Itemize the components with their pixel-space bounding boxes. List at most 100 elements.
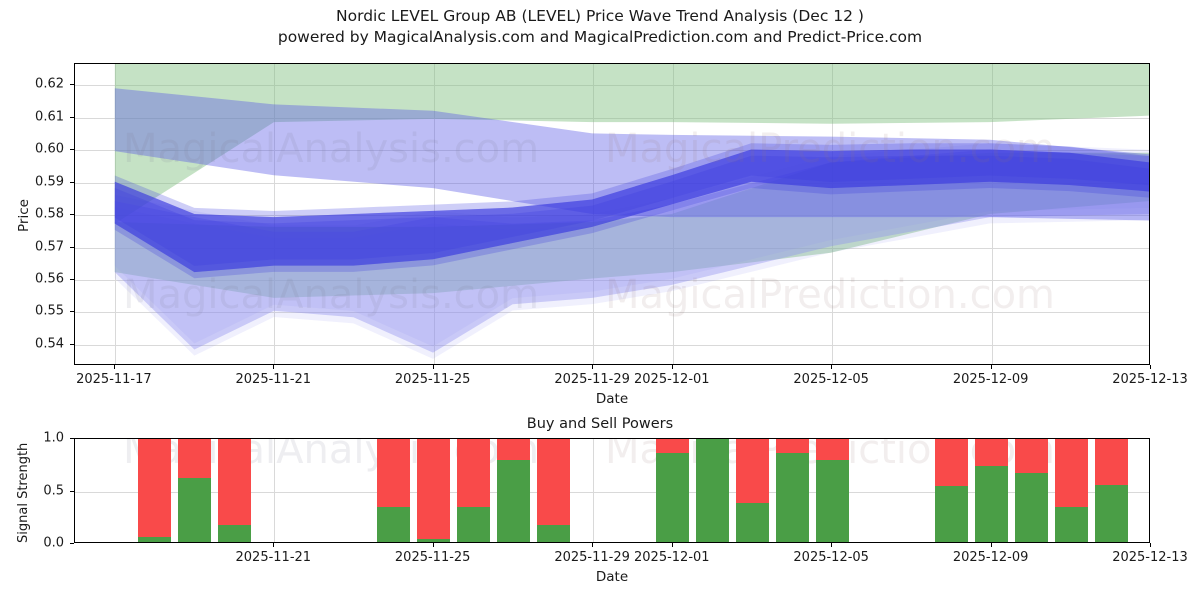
- signal-gridline-h-1: [75, 491, 1149, 493]
- page-subtitle: powered by MagicalAnalysis.com and Magic…: [277, 28, 923, 46]
- buy-power-segment: [138, 536, 172, 542]
- signal-x-axis-title: Date: [595, 569, 629, 585]
- price-band-blue-lower-volatility-band: [114, 149, 1149, 353]
- price-ytick-mark-0: [70, 343, 74, 345]
- signal-bar[interactable]: [1054, 439, 1088, 542]
- signal-bar[interactable]: [815, 439, 849, 542]
- buy-power-segment: [457, 507, 490, 542]
- signal-x-axis-ticks: 2025-11-21 2025-11-25 2025-11-29 2025-12-01…: [74, 543, 1188, 583]
- price-ytick-label-1: 0.55: [35, 303, 64, 319]
- buy-power-segment: [1054, 507, 1088, 542]
- buy-power-segment: [417, 538, 451, 542]
- buy-power-segment: [975, 466, 1009, 542]
- sell-power-segment: [138, 439, 172, 537]
- price-x-axis-ticks: 2025-11-17 2025-11-21 2025-11-25 2025-11-29…: [74, 365, 1188, 405]
- buy-power-segment: [935, 486, 969, 542]
- price-band-green-envelope-upper-band: [114, 64, 1149, 224]
- signal-xtick-label-6: 2025-12-13: [1112, 550, 1188, 565]
- price-ytick-mark-3: [70, 246, 74, 248]
- signal-chart-title: Buy and Sell Powers: [526, 416, 674, 432]
- price-ytick-label-5: 0.59: [35, 174, 64, 189]
- signal-bar[interactable]: [496, 439, 530, 542]
- signal-xtick-mark-5: [990, 543, 992, 547]
- signal-bar[interactable]: [736, 439, 769, 542]
- chart-title-block: Nordic LEVEL Group AB (LEVEL) Price Wave…: [0, 6, 1200, 48]
- sell-power-segment: [496, 439, 530, 461]
- price-chart-clip: MagicalAnalysis.com MagicalPrediction.com…: [75, 64, 1149, 364]
- price-gridline-h-0: [75, 344, 1149, 346]
- price-ytick-mark-8: [70, 84, 74, 86]
- price-xtick-label-5: 2025-12-05: [793, 372, 869, 387]
- price-ytick-mark-2: [70, 278, 74, 280]
- price-gridline-v-5: [832, 64, 834, 364]
- sell-power-segment: [775, 439, 809, 453]
- signal-ytick-mark-1: [70, 490, 74, 492]
- signal-xtick-label-1: 2025-11-25: [394, 550, 471, 565]
- price-xtick-mark-6: [990, 365, 992, 369]
- sell-power-segment: [377, 439, 411, 508]
- price-band-blue-upper-trend-band: [114, 88, 1149, 221]
- price-gridline-h-7: [75, 117, 1149, 119]
- sell-power-segment: [815, 439, 849, 461]
- price-ytick-mark-1: [70, 311, 74, 313]
- buy-power-segment: [696, 439, 730, 542]
- price-xtick-label-7: 2025-12-13: [1112, 372, 1188, 387]
- signal-xtick-label-4: 2025-12-05: [793, 550, 869, 565]
- signal-y-axis-ticks: 0.0 0.5 1.0: [0, 431, 74, 551]
- price-xtick-label-4: 2025-12-01: [634, 372, 710, 387]
- signal-y-axis-title: Signal Strength: [16, 442, 31, 543]
- signal-bar[interactable]: [1014, 439, 1048, 542]
- price-xtick-mark-3: [592, 365, 594, 369]
- sell-power-segment: [1014, 439, 1048, 473]
- price-gridline-h-2: [75, 279, 1149, 281]
- price-band-blue-wave-core-layer-3: [114, 143, 1149, 266]
- buy-power-segment: [377, 507, 411, 542]
- signal-bar[interactable]: [656, 439, 690, 542]
- sell-power-segment: [935, 439, 969, 487]
- buy-power-segment: [656, 452, 690, 542]
- price-ytick-label-8: 0.62: [35, 76, 64, 92]
- price-gridline-v-1: [274, 64, 276, 364]
- signal-bar[interactable]: [935, 439, 969, 542]
- sell-power-segment: [736, 439, 769, 504]
- price-gridline-h-1: [75, 312, 1149, 314]
- buy-power-segment: [496, 460, 530, 542]
- price-gridline-v-4: [672, 64, 674, 364]
- signal-ytick-label-1: 0.5: [43, 483, 64, 498]
- price-band-blue-wave-core: [114, 149, 1149, 273]
- price-ytick-mark-7: [70, 116, 74, 118]
- signal-bar[interactable]: [1094, 439, 1128, 542]
- signal-bar[interactable]: [775, 439, 809, 542]
- signal-bar[interactable]: [138, 439, 172, 542]
- price-ytick-label-7: 0.61: [35, 109, 64, 125]
- signal-bar[interactable]: [536, 439, 570, 542]
- signal-xtick-label-2: 2025-11-29: [554, 550, 630, 565]
- price-ytick-label-6: 0.60: [35, 141, 64, 157]
- price-band-blue-lower-volatility-band-layer-2: [114, 149, 1149, 353]
- price-ytick-label-2: 0.56: [35, 271, 64, 287]
- buy-power-segment: [1014, 472, 1048, 542]
- signal-bar[interactable]: [178, 439, 212, 542]
- price-ytick-label-0: 0.54: [35, 336, 64, 352]
- price-gridline-h-8: [75, 85, 1149, 87]
- price-chart-plot-area[interactable]: MagicalAnalysis.com MagicalPrediction.com…: [74, 63, 1150, 365]
- price-band-blue-lower-volatility-band-layer-1: [114, 155, 1149, 359]
- signal-xtick-mark-4: [831, 543, 833, 547]
- signal-bar[interactable]: [696, 439, 730, 542]
- signal-bar[interactable]: [417, 439, 451, 542]
- signal-gridline-v-2: [593, 439, 595, 542]
- signal-xtick-label-5: 2025-12-09: [952, 550, 1029, 565]
- price-y-axis-title: Price: [16, 199, 32, 232]
- signal-bar[interactable]: [975, 439, 1009, 542]
- sell-power-segment: [457, 439, 490, 508]
- signal-bar[interactable]: [377, 439, 411, 542]
- signal-bar[interactable]: [457, 439, 490, 542]
- price-gridline-v-6: [991, 64, 993, 364]
- signal-bar[interactable]: [217, 439, 251, 542]
- price-xtick-mark-4: [671, 365, 673, 369]
- price-xtick-mark-1: [273, 365, 275, 369]
- price-gridline-h-5: [75, 182, 1149, 184]
- buy-power-segment: [1094, 485, 1128, 542]
- buy-power-segment: [815, 460, 849, 542]
